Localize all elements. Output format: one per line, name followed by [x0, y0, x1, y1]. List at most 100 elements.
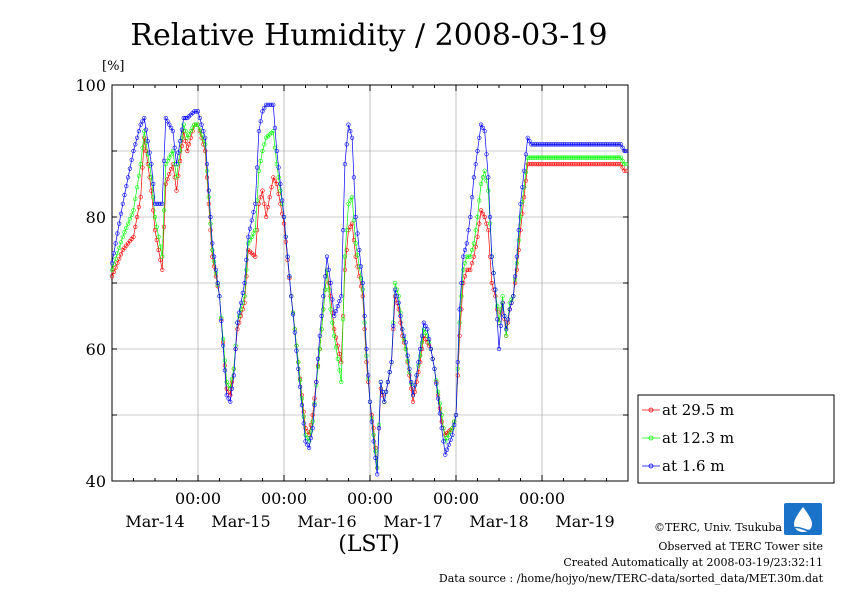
legend: at 29.5 m at 12.3 m at 1.6 m — [637, 394, 835, 484]
series-point-2 — [204, 162, 210, 167]
series-point-2 — [455, 360, 460, 365]
x-tick-date-label: Mar-16 — [297, 512, 356, 531]
series-point-0 — [473, 244, 478, 249]
series-point-1 — [276, 175, 281, 180]
legend-marker-123 — [648, 435, 654, 441]
legend-label-16: at 1.6 m — [662, 457, 725, 475]
series-point-2 — [240, 290, 245, 296]
series-point-1 — [457, 320, 462, 325]
series-point-2 — [516, 228, 521, 233]
series-point-1 — [371, 432, 376, 437]
series-point-2 — [122, 192, 127, 198]
series-point-1 — [475, 214, 480, 220]
series-point-0 — [138, 195, 143, 200]
series-point-1 — [251, 231, 256, 236]
series-point-2 — [212, 254, 217, 259]
series-point-2 — [303, 439, 308, 444]
series-point-0 — [118, 252, 124, 257]
series-point-0 — [414, 379, 419, 385]
series-point-1 — [260, 148, 265, 154]
series-point-0 — [179, 144, 184, 149]
series-point-2 — [229, 386, 235, 391]
series-point-2 — [140, 119, 145, 124]
series-point-2 — [618, 142, 623, 147]
series-point-1 — [480, 175, 486, 180]
series-point-2 — [135, 135, 140, 140]
series-point-2 — [289, 294, 294, 299]
series-point-1 — [351, 218, 357, 223]
series-point-1 — [468, 254, 473, 259]
series-point-2 — [384, 389, 389, 395]
series-point-1 — [246, 241, 251, 246]
series-point-1 — [194, 122, 199, 127]
series-point-1 — [117, 245, 122, 250]
x-tick-date-label: Mar-14 — [125, 512, 184, 531]
series-point-1 — [622, 162, 627, 167]
series-point-2 — [167, 122, 172, 127]
legend-marker-16 — [648, 463, 654, 469]
series-point-1 — [317, 346, 322, 352]
wave-icon — [789, 526, 817, 532]
series-point-2 — [412, 383, 417, 388]
series-point-2 — [308, 436, 314, 441]
series-point-2 — [120, 201, 125, 206]
series-point-1 — [319, 327, 324, 332]
series-point-0 — [412, 389, 417, 395]
series-point-1 — [244, 267, 249, 272]
series-point-2 — [301, 421, 306, 426]
series-point-2 — [197, 115, 202, 121]
water-drop-icon — [794, 507, 812, 532]
series-point-1 — [122, 230, 127, 235]
series-point-2 — [362, 313, 367, 319]
series-point-0 — [521, 195, 527, 200]
series-point-2 — [290, 312, 296, 317]
series-point-0 — [303, 426, 308, 431]
series-point-0 — [142, 135, 147, 140]
series-point-2 — [360, 280, 365, 286]
series-point-2 — [251, 210, 256, 215]
series-point-1 — [158, 244, 163, 249]
series-point-0 — [470, 261, 475, 266]
series-point-0 — [337, 351, 342, 357]
series-point-2 — [439, 426, 444, 431]
series-point-1 — [516, 238, 521, 243]
series-point-0 — [161, 224, 167, 229]
series-point-1 — [486, 188, 491, 193]
series-point-2 — [457, 307, 462, 312]
series-point-1 — [462, 261, 468, 266]
series-point-2 — [453, 412, 459, 418]
series-point-2 — [163, 115, 168, 121]
series-point-0 — [260, 188, 265, 193]
series-point-2 — [172, 145, 177, 150]
series-line-0 — [111, 124, 627, 468]
series-point-2 — [355, 231, 360, 236]
series-point-1 — [518, 214, 523, 220]
series-point-1 — [335, 356, 340, 362]
series-point-1 — [341, 317, 346, 322]
series-point-0 — [167, 172, 172, 177]
y-axis-ticks: 40 60 80 100 — [75, 76, 628, 491]
x-axis-ticks: 00:00 00:00 00:00 00:00 00:00 Mar-14 Mar-15 Mar… — [111, 85, 629, 531]
series-point-2 — [323, 274, 328, 279]
series-point-0 — [109, 274, 115, 279]
series-point-1 — [328, 307, 333, 312]
series-point-0 — [133, 224, 138, 229]
series-point-1 — [151, 195, 156, 200]
series-point-0 — [616, 162, 622, 167]
series-point-1 — [332, 333, 337, 338]
series-point-0 — [328, 294, 333, 299]
series-point-0 — [371, 426, 376, 431]
created-text: Created Automatically at 2008-03-19/23:3… — [563, 556, 823, 569]
series-point-0 — [475, 234, 480, 239]
series-point-0 — [258, 195, 263, 200]
series-point-2 — [201, 129, 206, 134]
series-point-2 — [210, 241, 215, 246]
series-point-2 — [161, 158, 167, 163]
series-point-0 — [154, 238, 159, 243]
series-point-0 — [262, 201, 267, 206]
source-text: Data source : /home/hojyo/new/TERC-data/… — [439, 572, 824, 585]
series-point-2 — [115, 231, 120, 236]
series-point-1 — [461, 267, 466, 272]
series-point-1 — [136, 173, 141, 178]
